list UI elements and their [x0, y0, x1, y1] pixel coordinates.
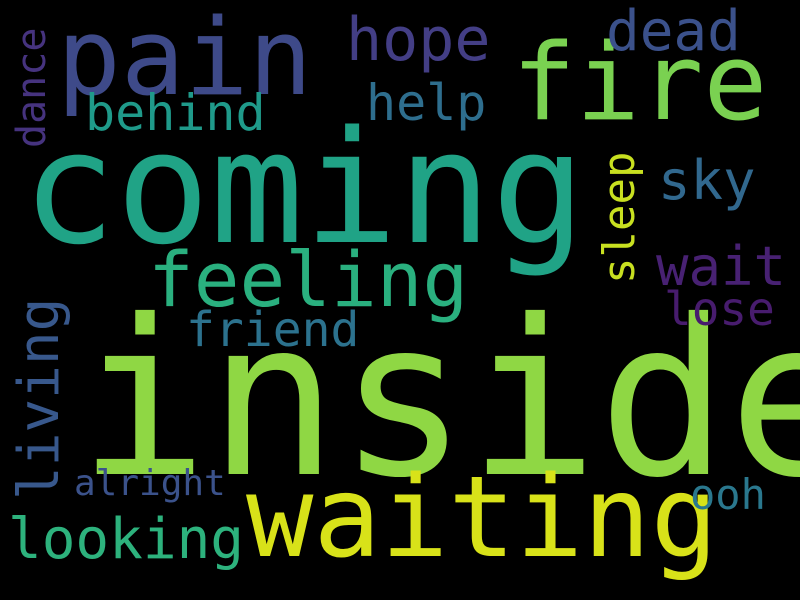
word-fire: fire — [512, 21, 768, 144]
word-wait: wait — [656, 235, 787, 298]
word-hope: hope — [346, 5, 491, 75]
word-sky: sky — [658, 149, 756, 212]
word-waiting: waiting — [246, 453, 719, 583]
word-behind: behind — [85, 84, 266, 142]
word-sleep: sleep — [594, 151, 645, 284]
word-help: help — [366, 74, 487, 132]
word-pain: pain — [57, 0, 313, 119]
word-alright: alright — [74, 463, 226, 504]
word-dead: dead — [606, 0, 741, 64]
word-looking: looking — [8, 507, 245, 572]
word-living: living — [7, 297, 72, 500]
word-feeling: feeling — [148, 235, 469, 324]
word-inside: inside — [78, 274, 800, 525]
word-friend: friend — [186, 302, 360, 358]
word-dance: dance — [9, 27, 55, 148]
word-lose: lose — [664, 282, 775, 336]
word-coming: coming — [22, 97, 586, 279]
word-ooh: ooh — [690, 470, 766, 519]
